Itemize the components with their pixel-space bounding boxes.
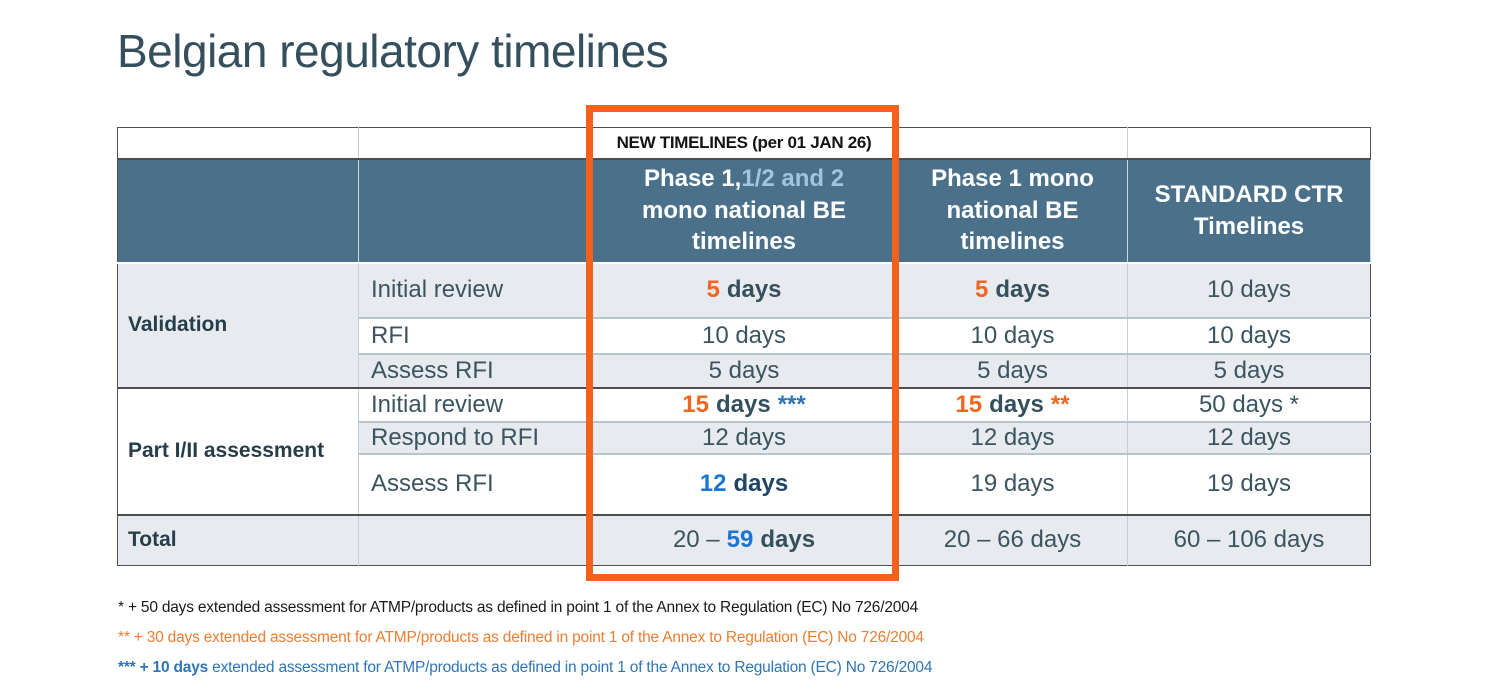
value-unit: days: [715, 390, 771, 418]
total-row: Total 20 –59 days 20 – 66 days 60 – 106 d…: [117, 513, 1371, 566]
banner-empty-cell: [1128, 128, 1371, 159]
cell-total-new: 20 –59 days: [590, 513, 898, 566]
value-unit: days: [733, 470, 789, 497]
header-row: Phase 1,1/2 and 2 mono national BE timel…: [117, 157, 1371, 263]
cell-validation-assess-ctr: 5 days: [1127, 352, 1371, 388]
row-label-assess-rfi: Assess RFI: [358, 452, 591, 515]
group-part-assessment: Part I/II assessment: [117, 386, 359, 515]
cell-validation-initial-new: 5 days: [590, 261, 898, 318]
column-header-phase1-mono: Phase 1 mono national BE timelines: [897, 157, 1128, 263]
table-row: RFI 10 days 10 days 10 days: [117, 316, 1371, 354]
footnote-3-rest: extended assessment for ATMP/products as…: [208, 659, 933, 676]
column-header-standard-ctr: STANDARD CTR Timelines: [1127, 157, 1371, 263]
header-line2: mono national BE timelines: [642, 196, 846, 256]
cell-part-respond-mono: 12 days: [897, 420, 1128, 454]
page-title: Belgian regulatory timelines: [117, 25, 669, 77]
table-row: Part I/II assessment Initial review 15 da…: [117, 386, 1371, 515]
footnote-1: * + 50 days extended assessment for ATMP…: [118, 599, 919, 616]
banner-empty-cell: [117, 127, 359, 159]
value-range-prefix: 20 –: [672, 526, 720, 554]
regulatory-timelines-table: NEW TIMELINES (per 01 JAN 26) Phase 1,1/…: [117, 127, 1371, 566]
row-label-respond-rfi: Respond to RFI: [358, 420, 591, 454]
value-number: 15: [955, 390, 983, 418]
header-empty-cell: [117, 157, 359, 263]
value-unit: days: [726, 276, 782, 303]
header-phase12-part: 1/2 and 2: [741, 164, 845, 192]
cell-part-respond-ctr: 12 days: [1127, 420, 1371, 454]
new-timelines-banner: NEW TIMELINES (per 01 JAN 26): [590, 127, 898, 159]
footnote-marker: **: [1050, 390, 1070, 418]
cell-part-assess-ctr: 19 days: [1127, 452, 1371, 515]
cell-validation-assess-new: 5 days: [590, 352, 898, 388]
cell-part-assess-mono: 19 days: [897, 452, 1128, 515]
banner-row: NEW TIMELINES (per 01 JAN 26): [117, 127, 1371, 159]
cell-part-assess-new: 12 days: [590, 452, 898, 515]
timelines-table: NEW TIMELINES (per 01 JAN 26) Phase 1,1/…: [117, 127, 1371, 566]
value-unit: days: [995, 276, 1051, 303]
cell-total-ctr: 60 – 106 days: [1127, 513, 1371, 566]
row-label-assess-rfi: Assess RFI: [358, 352, 591, 388]
value-number: 5: [706, 276, 720, 303]
header-empty-cell: [358, 157, 591, 263]
banner-empty-cell: [358, 127, 591, 159]
cell-part-respond-new: 12 days: [590, 420, 898, 454]
total-empty-cell: [358, 513, 591, 566]
cell-validation-rfi-new: 10 days: [590, 316, 898, 354]
header-line1: Phase 1,1/2 and 2: [601, 163, 887, 195]
group-total: Total: [117, 513, 359, 566]
footnote-2: ** + 30 days extended assessment for ATM…: [118, 629, 924, 646]
footnote-marker: ***: [777, 390, 806, 418]
cell-validation-rfi-ctr: 10 days: [1127, 316, 1371, 354]
value-number: 12: [699, 470, 727, 497]
value-unit: days: [989, 390, 1044, 418]
cell-validation-initial-ctr: 10 days: [1127, 261, 1371, 318]
column-header-phase1-12-2: Phase 1,1/2 and 2 mono national BE timel…: [590, 157, 898, 263]
cell-total-mono: 20 – 66 days: [897, 513, 1128, 566]
row-label-initial-review: Initial review: [358, 386, 591, 422]
cell-validation-assess-mono: 5 days: [897, 352, 1128, 388]
value-number: 59: [726, 526, 754, 554]
row-label-rfi: RFI: [358, 316, 591, 354]
footnotes: * + 50 days extended assessment for ATMP…: [118, 599, 932, 689]
header-phase1-part: Phase 1,: [643, 164, 742, 192]
value-unit: days: [760, 526, 816, 554]
footnote-3: *** + 10 days extended assessment for AT…: [118, 659, 932, 677]
banner-empty-cell: [897, 127, 1128, 159]
footnote-3-bold: *** + 10 days: [118, 659, 209, 676]
row-label-initial-review: Initial review: [358, 261, 591, 318]
cell-part-initial-mono: 15 days **: [897, 386, 1128, 422]
table-row: Validation Initial review 5 days 5 days 10…: [117, 261, 1371, 388]
cell-part-initial-ctr: 50 days *: [1127, 386, 1371, 422]
cell-validation-initial-mono: 5 days: [897, 261, 1128, 318]
group-validation: Validation: [117, 261, 359, 388]
value-number: 15: [682, 390, 709, 418]
cell-validation-rfi-mono: 10 days: [897, 316, 1128, 354]
value-number: 5: [974, 276, 989, 303]
cell-part-initial-new: 15 days ***: [590, 386, 898, 422]
